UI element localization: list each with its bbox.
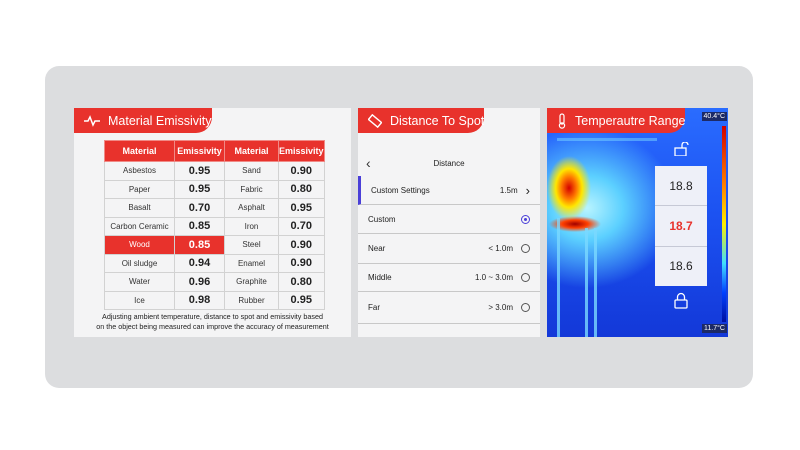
table-row: Ice 0.98 Rubber 0.95 [104,290,325,310]
material-cell: Rubber [224,290,279,310]
table-row: Asbestos 0.95 Sand 0.90 [104,161,325,181]
material-cell: Carbon Ceramic [104,216,175,236]
temperature-picker[interactable]: 18.8 18.7 18.6 [655,166,707,286]
emissivity-cell: 0.85 [174,235,225,255]
max-temp-label: 40.4°C [701,112,727,121]
panel-title: Material Emissivity [108,113,212,128]
picker-value-selected[interactable]: 18.7 [655,205,707,245]
emissivity-table: Material Emissivity Material Emissivity … [104,140,325,310]
option-label: Custom [368,214,396,224]
table-row: Carbon Ceramic 0.85 Iron 0.70 [104,216,325,236]
emissivity-cell: 0.94 [174,253,225,273]
material-cell: Oil sludge [104,253,175,273]
material-cell: Steel [224,235,279,255]
column-header: Emissivity [174,140,225,162]
material-emissivity-panel: Material Emissivity Material Emissivity … [74,108,351,337]
table-row: Wood 0.85 Steel 0.90 [104,235,325,255]
lock-icon[interactable] [673,292,689,309]
temperature-panel: Temperautre Range 40.4°C 11.7°C 18.8 18.… [547,108,728,337]
material-cell: Basalt [104,198,175,218]
emissivity-cell: 0.95 [278,198,325,218]
row-label: Custom Settings [371,185,430,195]
distance-option-far[interactable]: Far > 3.0m [358,292,540,324]
option-label: Middle [368,273,392,282]
emissivity-cell: 0.85 [174,216,225,236]
emissivity-cell: 0.95 [174,161,225,181]
material-cell: Wood [104,235,175,255]
column-header: Material [104,140,175,162]
emissivity-cell: 0.70 [278,216,325,236]
option-value: < 1.0m [488,244,513,253]
ruler-icon [368,113,382,128]
radio-button[interactable] [521,273,530,282]
material-cell: Enamel [224,253,279,273]
material-cell: Ice [104,290,175,310]
material-cell: Paper [104,179,175,199]
thermal-detail [594,228,597,337]
emissivity-cell: 0.70 [174,198,225,218]
min-temp-label: 11.7°C [702,324,727,333]
distance-option-middle[interactable]: Middle 1.0 ~ 3.0m [358,264,540,292]
thermal-detail [557,218,560,337]
option-value: > 3.0m [488,303,513,312]
distance-panel: Distance To Spot ‹ Distance Custom Setti… [358,108,540,337]
emissivity-cell: 0.80 [278,179,325,199]
emissivity-cell: 0.90 [278,235,325,255]
note-text: Adjusting ambient temperature, distance … [96,312,329,331]
radio-button[interactable] [521,244,530,253]
panel-title: Distance To Spot [390,113,485,128]
pulse-icon [84,114,100,127]
column-header: Emissivity [278,140,325,162]
emissivity-cell: 0.96 [174,272,225,292]
panel-title-tag: Material Emissivity [74,108,212,133]
table-row: Paper 0.95 Fabric 0.80 [104,179,325,199]
material-cell: Asbestos [104,161,175,181]
picker-value[interactable]: 18.6 [655,245,707,286]
custom-settings-row[interactable]: Custom Settings 1.5m › [358,176,540,205]
thermal-detail [557,138,657,141]
table-row: Oil sludge 0.94 Enamel 0.90 [104,253,325,273]
thermometer-icon [558,112,566,129]
material-cell: Asphalt [224,198,279,218]
material-cell: Water [104,272,175,292]
option-label: Far [368,303,380,312]
distance-option-custom[interactable]: Custom [358,205,540,234]
picker-value[interactable]: 18.8 [669,178,693,193]
color-scale-bar [722,126,726,322]
table-row: Water 0.96 Graphite 0.80 [104,272,325,292]
chevron-right-icon: › [525,182,530,198]
emissivity-cell: 0.90 [278,253,325,273]
emissivity-cell: 0.98 [174,290,225,310]
panel-title-tag: Temperautre Range [547,108,686,133]
material-cell: Fabric [224,179,279,199]
emissivity-cell: 0.95 [278,290,325,310]
panel-title-tag: Distance To Spot [358,108,485,133]
row-value: 1.5m [499,185,518,195]
distance-option-near[interactable]: Near < 1.0m [358,234,540,264]
back-chevron-icon[interactable]: ‹ [366,155,371,171]
panel-title: Temperautre Range [575,113,686,128]
radio-button[interactable] [521,303,530,312]
emissivity-cell: 0.80 [278,272,325,292]
material-cell: Iron [224,216,279,236]
column-header: Material [224,140,279,162]
screen-title: Distance [433,159,465,168]
material-cell: Graphite [224,272,279,292]
thermal-detail [585,228,588,337]
table-row: Basalt 0.70 Asphalt 0.95 [104,198,325,218]
emissivity-cell: 0.90 [278,161,325,181]
emissivity-cell: 0.95 [174,179,225,199]
option-label: Near [368,244,386,253]
radio-button[interactable] [521,214,530,224]
option-value: 1.0 ~ 3.0m [474,273,513,282]
unlock-icon[interactable] [673,142,689,156]
material-cell: Sand [224,161,279,181]
